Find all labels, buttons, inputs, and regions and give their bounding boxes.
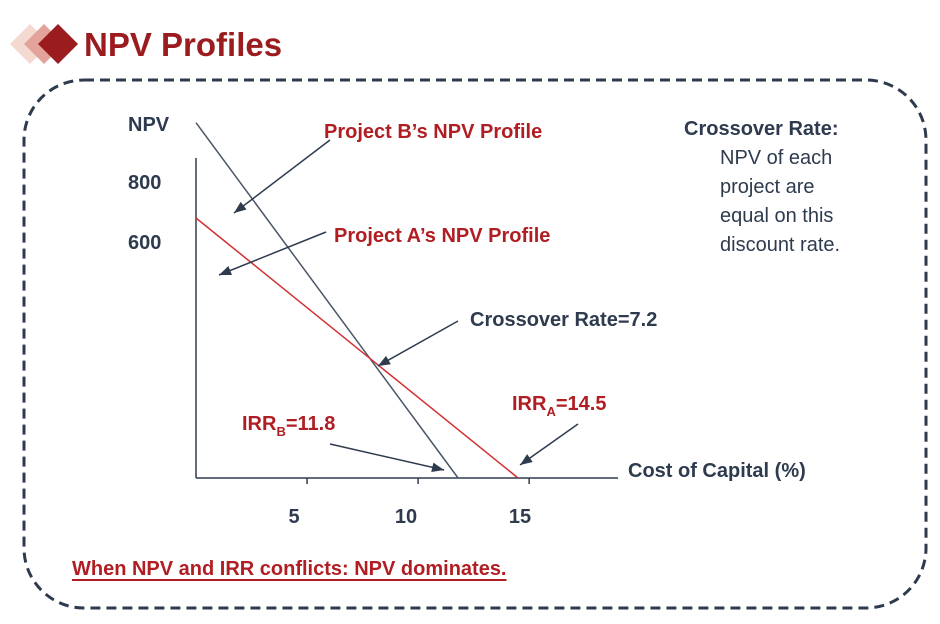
x-tick-label-5: 5: [288, 506, 299, 528]
dashed-frame: [22, 78, 928, 610]
arrow-to-project-a-icon: [218, 231, 327, 276]
irr-b-label: IRRB=11.8: [242, 413, 335, 439]
title-diamonds-icon: [10, 24, 78, 64]
side-note-line-3: equal on this: [720, 205, 833, 227]
x-tick-label-10: 10: [395, 506, 417, 528]
series-line-project-b: [195, 122, 459, 479]
irr-b-value: =11.8: [286, 413, 336, 435]
arrow-to-project-b-icon: [233, 139, 331, 214]
crossover-label: Crossover Rate=7.2: [470, 309, 657, 331]
side-note-line-2: project are: [720, 176, 815, 198]
irr-a-value: =14.5: [556, 393, 607, 415]
series-label-project-b: Project B’s NPV Profile: [324, 121, 542, 143]
irr-b-sub: B: [276, 424, 285, 439]
irr-a-sub: A: [546, 404, 556, 419]
side-note-heading: Crossover Rate:: [684, 118, 839, 140]
x-axis-title: Cost of Capital (%): [628, 460, 806, 482]
x-tick-marks: [306, 478, 530, 484]
irr-a-main: IRR: [512, 393, 547, 415]
y-axis-title: NPV: [128, 114, 170, 136]
x-tick-label-15: 15: [509, 506, 531, 528]
arrow-to-crossover-icon: [377, 320, 459, 367]
y-tick-label-600: 600: [128, 232, 161, 254]
side-note-line-1: NPV of each: [720, 147, 832, 169]
y-tick-label-800: 800: [128, 172, 161, 194]
page-title: NPV Profiles: [84, 26, 282, 63]
series-line-project-a: [195, 217, 519, 479]
arrow-to-irr-a-icon: [519, 423, 579, 466]
side-note-line-4: discount rate.: [720, 234, 840, 256]
arrow-to-irr-b-icon: [329, 443, 445, 473]
irr-b-main: IRR: [242, 413, 277, 435]
footer-note: When NPV and IRR conflicts: NPV dominate…: [72, 558, 507, 580]
irr-a-label: IRRA=14.5: [512, 393, 606, 419]
series-label-project-a: Project A’s NPV Profile: [334, 225, 550, 247]
diamond-dark-icon: [38, 24, 78, 64]
annotation-arrows: [218, 139, 579, 473]
